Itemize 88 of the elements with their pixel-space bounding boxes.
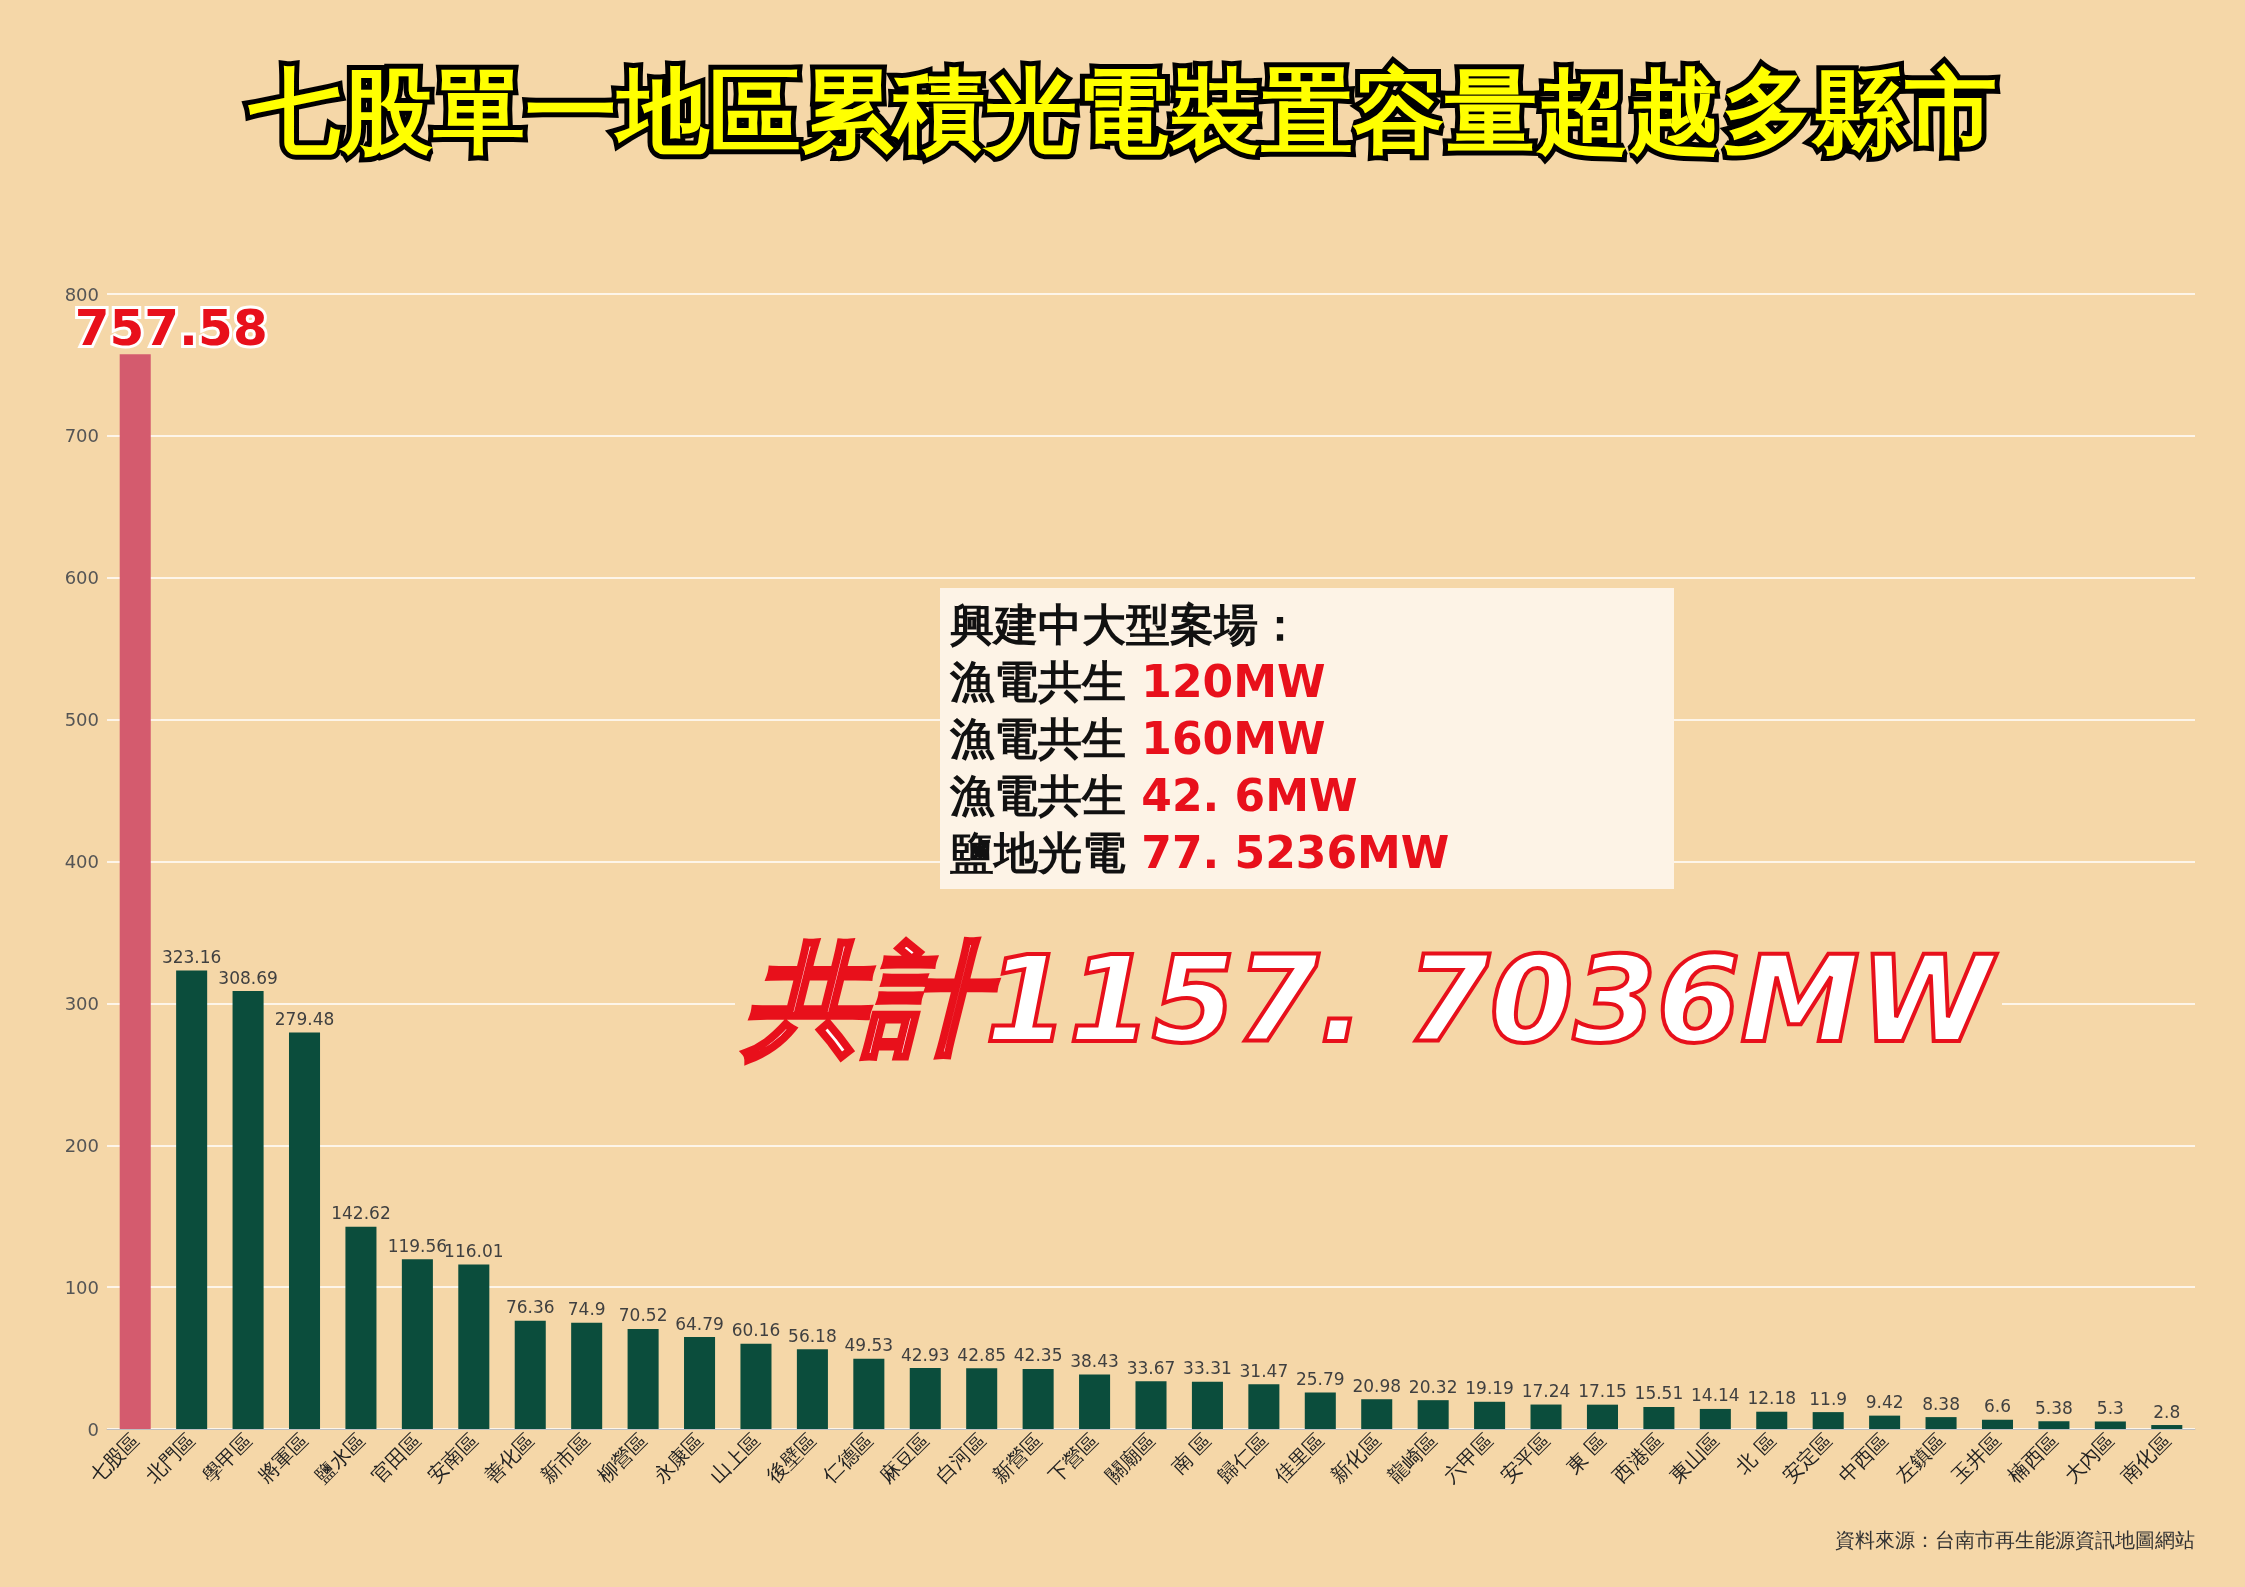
bar xyxy=(1022,1368,1054,1429)
data-label: 6.6 xyxy=(1983,1396,2012,1417)
data-label: 42.85 xyxy=(957,1344,1007,1365)
data-label: 8.38 xyxy=(1922,1393,1960,1414)
bar xyxy=(1756,1411,1788,1429)
data-label: 31.47 xyxy=(1239,1360,1289,1381)
bar xyxy=(1812,1412,1844,1429)
data-label: 5.38 xyxy=(2034,1397,2073,1418)
data-label: 9.42 xyxy=(1865,1392,1904,1413)
bar xyxy=(401,1259,433,1429)
chart-title: 七股單一地區累積光電裝置容量超越多縣市 xyxy=(247,57,1997,165)
data-label: 74.9 xyxy=(567,1299,606,1320)
data-label: 279.48 xyxy=(274,1008,335,1029)
y-tick-label: 700 xyxy=(64,425,99,447)
bar xyxy=(1586,1404,1618,1429)
source-note: 資料來源：台南市再生能源資訊地圖網站 xyxy=(1835,1528,2195,1552)
data-label: 70.52 xyxy=(618,1305,668,1326)
annotation: 鹽地光電 77. 5236MW xyxy=(950,826,1451,880)
bar xyxy=(740,1343,772,1429)
bar xyxy=(1981,1419,2014,1429)
y-tick-label: 0 xyxy=(87,1418,99,1440)
y-tick-label: 100 xyxy=(64,1276,99,1298)
data-label: 17.15 xyxy=(1578,1381,1627,1402)
annotation: 共計1157. 7036MW xyxy=(735,930,2003,1070)
data-label: 14.14 xyxy=(1690,1385,1740,1406)
bar xyxy=(1135,1381,1167,1429)
bar xyxy=(1530,1404,1562,1429)
bar xyxy=(1869,1415,1901,1429)
bar xyxy=(909,1368,941,1429)
annotation: 興建中大型案場： xyxy=(950,598,1303,652)
y-tick-label: 500 xyxy=(64,709,99,731)
data-label: 64.79 xyxy=(675,1313,724,1334)
data-label: 19.19 xyxy=(1465,1378,1514,1399)
data-label: 17.24 xyxy=(1521,1381,1571,1402)
bar xyxy=(458,1264,490,1429)
data-label: 2.8 xyxy=(2153,1401,2181,1422)
data-label: 60.16 xyxy=(731,1320,781,1341)
bar xyxy=(176,970,208,1429)
y-tick-label: 800 xyxy=(64,283,99,305)
data-label: 25.79 xyxy=(1295,1368,1345,1389)
bar xyxy=(1417,1400,1449,1429)
bar xyxy=(119,354,151,1429)
bar xyxy=(796,1349,828,1429)
y-tick-label: 300 xyxy=(64,992,99,1014)
bar xyxy=(288,1032,321,1429)
annotation: 漁電共生 42. 6MW xyxy=(950,769,1359,823)
annotation: 漁電共生 160MW xyxy=(950,712,1327,766)
data-label: 308.69 xyxy=(218,967,278,988)
bar xyxy=(2151,1425,2183,1429)
bar xyxy=(1925,1417,1957,1429)
data-label: 15.51 xyxy=(1634,1383,1684,1404)
data-label: 38.43 xyxy=(1070,1350,1119,1371)
bar xyxy=(1699,1408,1731,1429)
bar xyxy=(966,1368,998,1429)
data-label: 20.32 xyxy=(1408,1376,1458,1397)
bar xyxy=(1304,1392,1336,1429)
bar xyxy=(1079,1374,1111,1429)
y-tick-label: 400 xyxy=(64,851,99,872)
bar xyxy=(1191,1381,1223,1429)
data-label: 142.62 xyxy=(331,1203,391,1224)
data-label: 33.31 xyxy=(1183,1358,1232,1379)
bar xyxy=(232,991,264,1429)
data-label: 323.16 xyxy=(161,947,222,968)
data-label: 12.18 xyxy=(1747,1388,1797,1409)
data-label: 33.67 xyxy=(1126,1357,1176,1378)
bar xyxy=(2094,1421,2126,1429)
bar xyxy=(1361,1399,1393,1429)
data-label: 11.9 xyxy=(1809,1388,1848,1409)
data-label: 20.98 xyxy=(1352,1375,1402,1396)
bar xyxy=(514,1320,546,1429)
data-label: 56.18 xyxy=(788,1325,837,1346)
bar xyxy=(1643,1407,1675,1429)
data-label: 76.36 xyxy=(505,1297,555,1318)
y-tick-label: 200 xyxy=(64,1134,99,1156)
data-label: 49.53 xyxy=(844,1335,894,1356)
bar xyxy=(684,1337,716,1429)
bar xyxy=(1474,1401,1506,1429)
annotation: 漁電共生 120MW xyxy=(950,655,1327,709)
data-label: 42.35 xyxy=(1013,1345,1063,1366)
bar xyxy=(853,1358,885,1429)
bar xyxy=(571,1322,603,1429)
bar xyxy=(627,1328,659,1429)
bar xyxy=(2038,1421,2070,1429)
data-label: 42.93 xyxy=(900,1344,950,1365)
data-label: 5.3 xyxy=(2096,1397,2124,1418)
bar xyxy=(1248,1384,1280,1429)
bar xyxy=(345,1226,377,1429)
y-tick-label: 600 xyxy=(64,567,99,589)
